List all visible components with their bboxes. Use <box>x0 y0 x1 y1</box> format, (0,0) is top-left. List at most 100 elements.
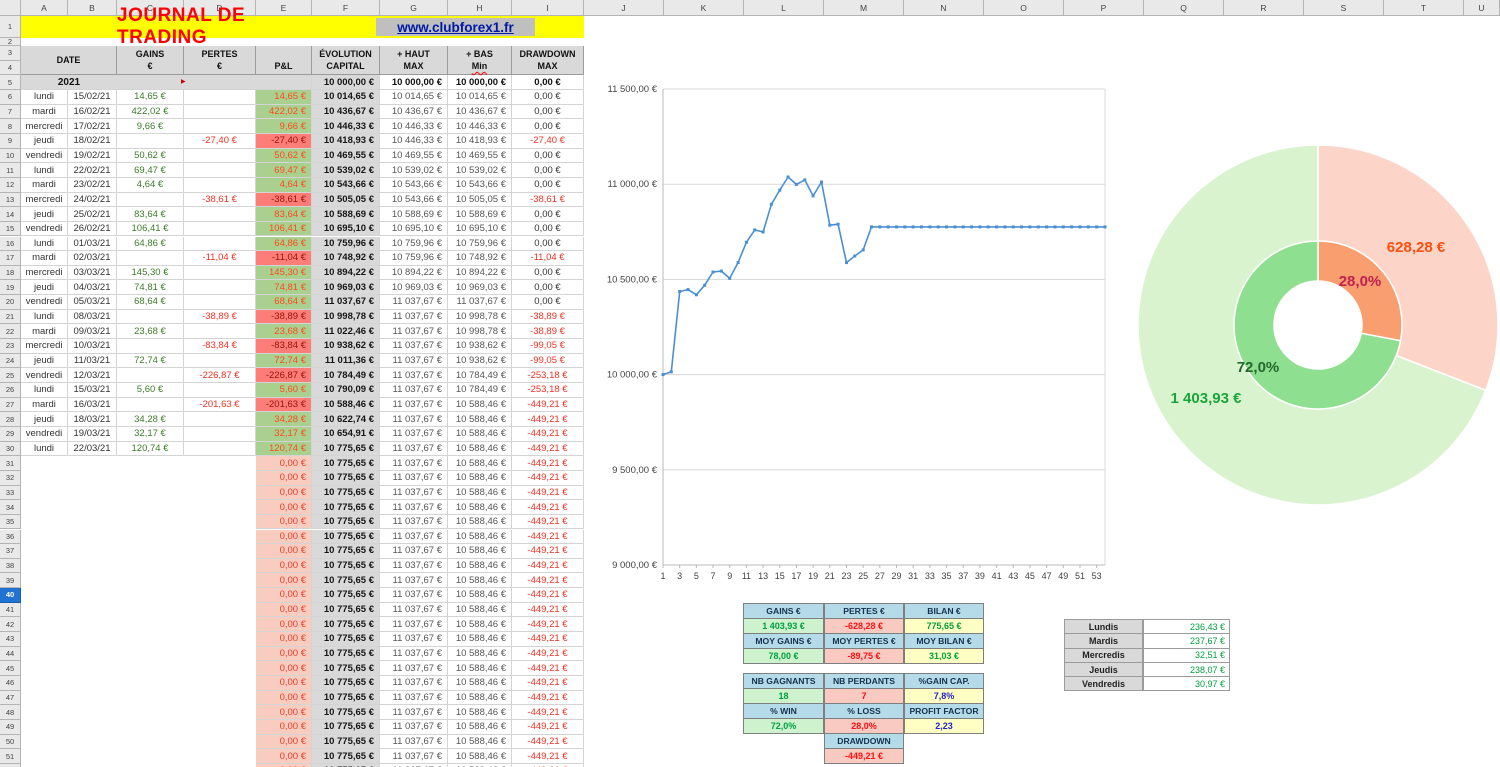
cell-H30[interactable]: 10 588,46 € <box>448 441 512 457</box>
cell-E32[interactable]: 0,00 € <box>256 470 312 486</box>
cell-C22[interactable]: 23,68 € <box>117 324 184 340</box>
cell-E25[interactable]: -226,87 € <box>256 368 312 383</box>
cell-E26[interactable]: 5,60 € <box>256 383 312 398</box>
cell-I39[interactable]: -449,21 € <box>512 573 584 589</box>
cell-I40[interactable]: -449,21 € <box>512 588 584 603</box>
cell-A8[interactable]: mercredi <box>21 119 68 134</box>
cell-B15[interactable]: 26/02/21 <box>68 221 117 237</box>
cell-I21[interactable]: -38,89 € <box>512 309 584 325</box>
cell-A9[interactable]: jeudi <box>21 133 68 149</box>
cell-G47[interactable]: 11 037,67 € <box>380 690 448 706</box>
cell-H5[interactable]: 10 000,00 € <box>448 75 512 90</box>
cell-E49[interactable]: 0,00 € <box>256 719 312 735</box>
cell-E27[interactable]: -201,63 € <box>256 397 312 413</box>
cell-H35[interactable]: 10 588,46 € <box>448 514 512 530</box>
cell-D15[interactable] <box>184 221 256 237</box>
cell-F20[interactable]: 11 037,67 € <box>312 295 380 310</box>
column-header-O[interactable]: O <box>984 0 1064 16</box>
cell-H46[interactable]: 10 588,46 € <box>448 676 512 691</box>
cell-B30[interactable]: 22/03/21 <box>68 441 117 457</box>
row-header-13[interactable]: 13 <box>0 192 21 208</box>
cell-A19[interactable]: jeudi <box>21 280 68 296</box>
cell-A24[interactable]: jeudi <box>21 353 68 369</box>
cell-C26[interactable]: 5,60 € <box>117 383 184 398</box>
cell-I25[interactable]: -253,18 € <box>512 368 584 383</box>
cell-B9[interactable]: 18/02/21 <box>68 133 117 149</box>
select-all-corner[interactable] <box>0 0 21 16</box>
cell-G12[interactable]: 10 543,66 € <box>380 177 448 193</box>
cell-B14[interactable]: 25/02/21 <box>68 207 117 222</box>
cell-I19[interactable]: 0,00 € <box>512 280 584 296</box>
cell-B12[interactable]: 23/02/21 <box>68 177 117 193</box>
cell-C21[interactable] <box>117 309 184 325</box>
cell-H16[interactable]: 10 759,96 € <box>448 236 512 252</box>
cell-G13[interactable]: 10 543,66 € <box>380 192 448 208</box>
cell-F30[interactable]: 10 775,65 € <box>312 441 380 457</box>
cell-E37[interactable]: 0,00 € <box>256 544 312 559</box>
cell-F10[interactable]: 10 469,55 € <box>312 148 380 164</box>
cell-F11[interactable]: 10 539,02 € <box>312 163 380 178</box>
cell-E50[interactable]: 0,00 € <box>256 734 312 750</box>
cell-I7[interactable]: 0,00 € <box>512 104 584 120</box>
cell-I46[interactable]: -449,21 € <box>512 676 584 691</box>
cell-G7[interactable]: 10 436,67 € <box>380 104 448 120</box>
cell-C10[interactable]: 50,62 € <box>117 148 184 164</box>
cell-I9[interactable]: -27,40 € <box>512 133 584 149</box>
cell-D25[interactable]: -226,87 € <box>184 368 256 383</box>
stat-value-78-00-[interactable]: 78,00 € <box>743 648 824 664</box>
cell-D24[interactable] <box>184 353 256 369</box>
cell-B19[interactable]: 04/03/21 <box>68 280 117 296</box>
stat-header-moy-bilan-[interactable]: MOY BILAN € <box>904 633 984 649</box>
column-header-I[interactable]: I <box>512 0 584 16</box>
cell-H36[interactable]: 10 588,46 € <box>448 529 512 545</box>
cell-D21[interactable]: -38,89 € <box>184 309 256 325</box>
stat-value-1-403-93-[interactable]: 1 403,93 € <box>743 618 824 634</box>
column-header-N[interactable]: N <box>904 0 984 16</box>
row-header-37[interactable]: 37 <box>0 544 21 559</box>
cell-B8[interactable]: 17/02/21 <box>68 119 117 134</box>
stat-header--gain-cap-[interactable]: %GAIN CAP. <box>904 673 984 689</box>
cell-F16[interactable]: 10 759,96 € <box>312 236 380 252</box>
cell-D19[interactable] <box>184 280 256 296</box>
cell-G35[interactable]: 11 037,67 € <box>380 514 448 530</box>
row-header-31[interactable]: 31 <box>0 456 21 471</box>
cell-I6[interactable]: 0,00 € <box>512 90 584 105</box>
cell-C7[interactable]: 422,02 € <box>117 104 184 120</box>
cell-E39[interactable]: 0,00 € <box>256 573 312 589</box>
column-header-U[interactable]: U <box>1464 0 1500 16</box>
cell-G32[interactable]: 11 037,67 € <box>380 470 448 486</box>
cell-I26[interactable]: -253,18 € <box>512 383 584 398</box>
row-header-39[interactable]: 39 <box>0 573 21 589</box>
column-header-Q[interactable]: Q <box>1144 0 1224 16</box>
cell-I48[interactable]: -449,21 € <box>512 705 584 720</box>
row-header-9[interactable]: 9 <box>0 133 21 149</box>
cell-F19[interactable]: 10 969,03 € <box>312 280 380 296</box>
cell-H23[interactable]: 10 938,62 € <box>448 339 512 354</box>
cell-D9[interactable]: -27,40 € <box>184 133 256 149</box>
cell-E20[interactable]: 68,64 € <box>256 295 312 310</box>
cell-I5[interactable]: 0,00 € <box>512 75 584 90</box>
cell-B17[interactable]: 02/03/21 <box>68 251 117 266</box>
cell-I43[interactable]: -449,21 € <box>512 632 584 647</box>
cell-I22[interactable]: -38,89 € <box>512 324 584 340</box>
cell-A21[interactable]: lundi <box>21 309 68 325</box>
cell-I15[interactable]: 0,00 € <box>512 221 584 237</box>
cell-F14[interactable]: 10 588,69 € <box>312 207 380 222</box>
cell-H31[interactable]: 10 588,46 € <box>448 456 512 471</box>
row-header-17[interactable]: 17 <box>0 251 21 266</box>
cell-C8[interactable]: 9,66 € <box>117 119 184 134</box>
cell-A17[interactable]: mardi <box>21 251 68 266</box>
cell-I49[interactable]: -449,21 € <box>512 719 584 735</box>
row-header-43[interactable]: 43 <box>0 632 21 647</box>
column-header-G[interactable]: G <box>380 0 448 16</box>
column-header-R[interactable]: R <box>1224 0 1304 16</box>
cell-F17[interactable]: 10 748,92 € <box>312 251 380 266</box>
stat-value-18[interactable]: 18 <box>743 688 824 704</box>
cell-E33[interactable]: 0,00 € <box>256 485 312 501</box>
cell-F51[interactable]: 10 775,65 € <box>312 749 380 764</box>
stat-value-2-23[interactable]: 2,23 <box>904 718 984 734</box>
stat-value-31-03-[interactable]: 31,03 € <box>904 648 984 664</box>
cell-H6[interactable]: 10 014,65 € <box>448 90 512 105</box>
cell-E28[interactable]: 34,28 € <box>256 412 312 427</box>
cell-C23[interactable] <box>117 339 184 354</box>
